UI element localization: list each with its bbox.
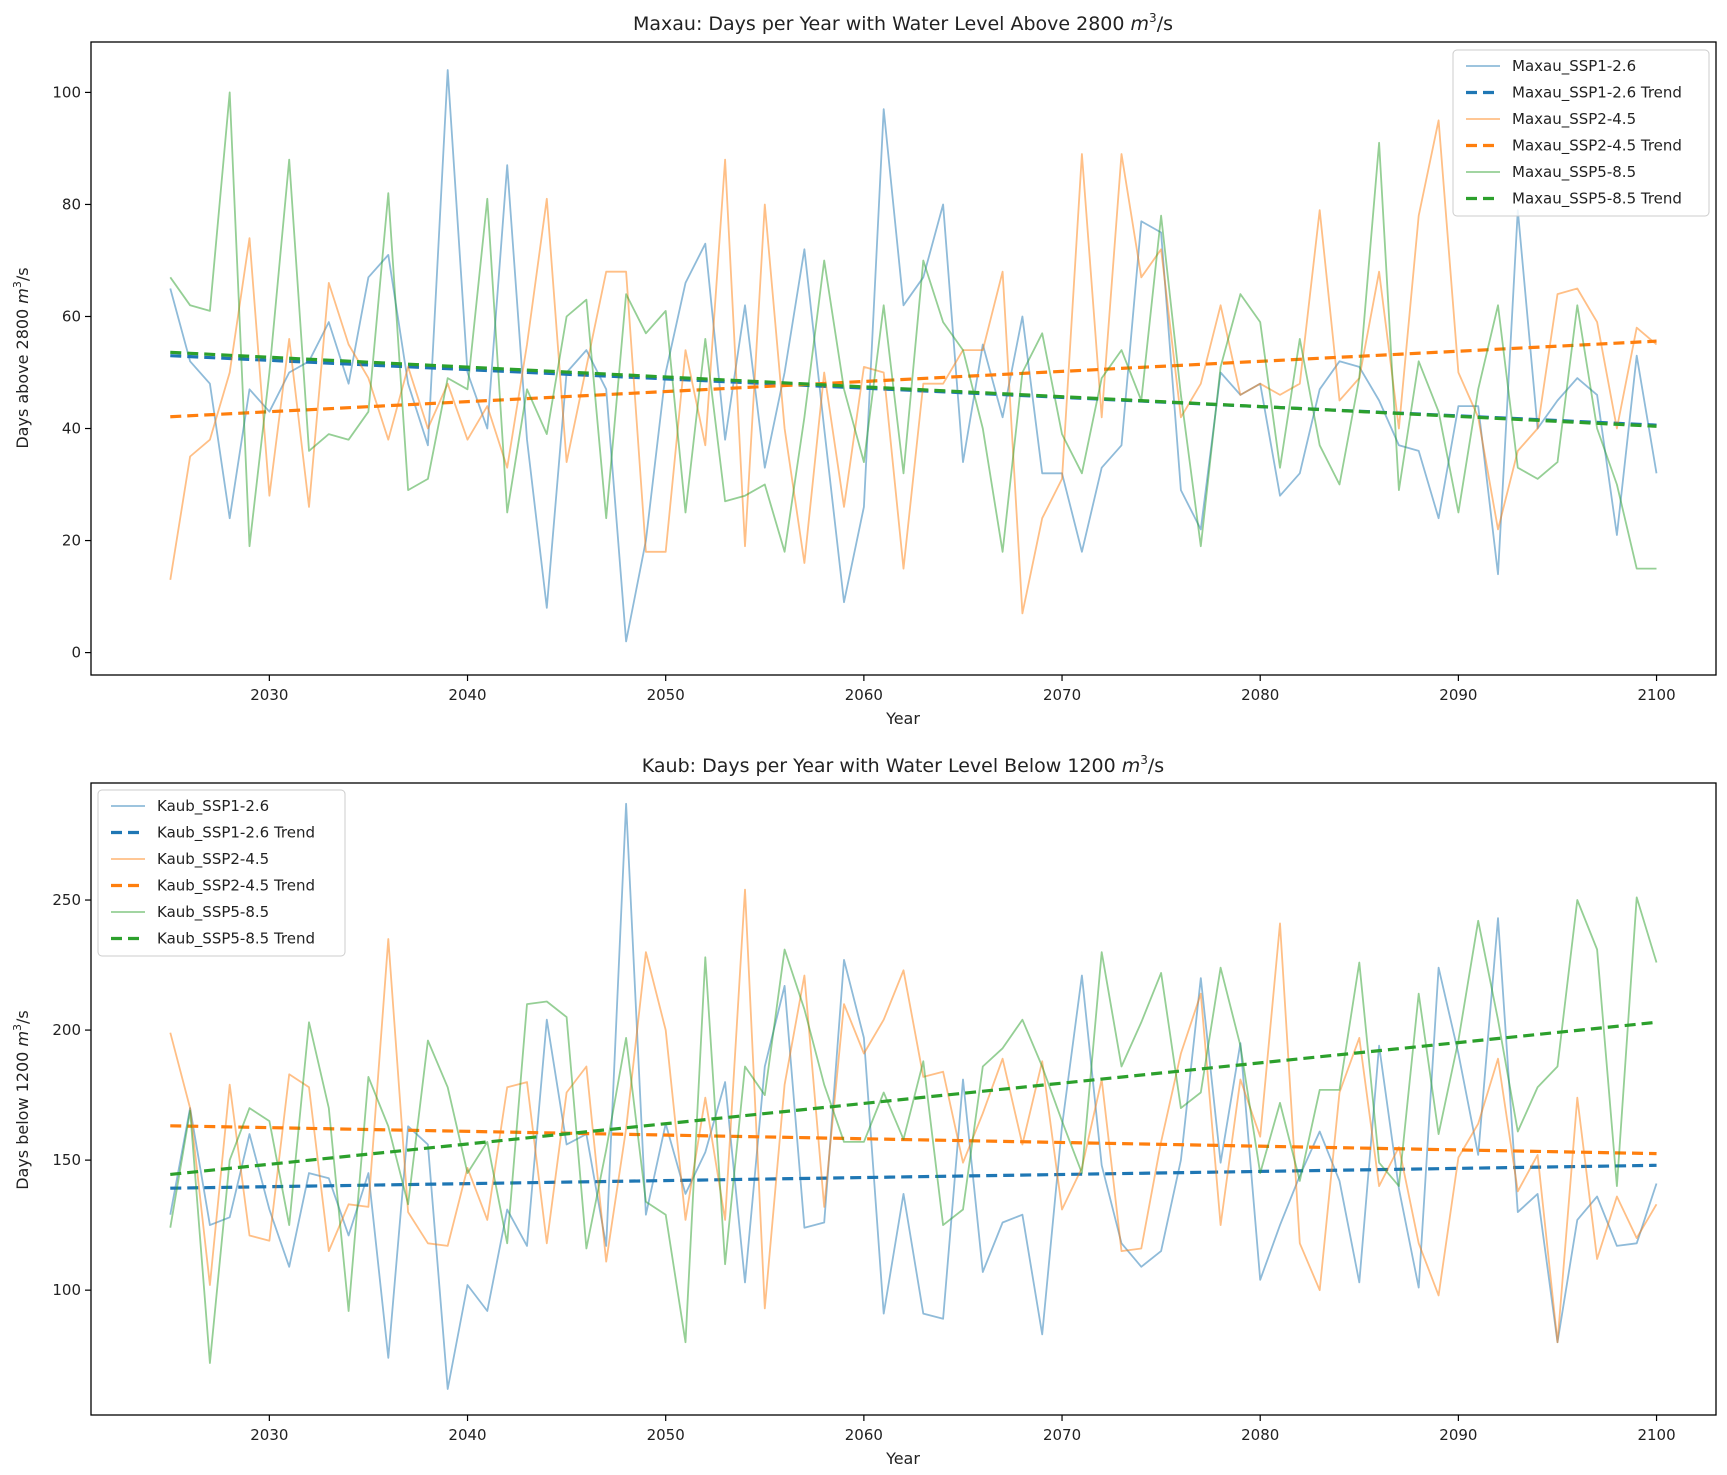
maxau-x-tick-label: 2060	[845, 686, 883, 704]
maxau-y-tick-label: 60	[62, 307, 81, 325]
legend-label-maxau-ssp5-8-5-trend: Maxau_SSP5-8.5 Trend	[1512, 190, 1682, 209]
maxau-y-tick-label: 20	[62, 532, 81, 550]
kaub-plot-frame	[90, 782, 1717, 1416]
maxau-chart-panel: Maxau: Days per Year with Water Level Ab…	[11, 11, 1717, 728]
kaub-legend: Kaub_SSP1-2.6 Kaub_SSP1-2.6 Trend Kaub_SSP…	[97, 789, 346, 957]
maxau-series-layer	[169, 69, 1658, 643]
kaub-x-tick-label: 2040	[448, 1426, 486, 1444]
legend-label-kaub-ssp2-4-5-trend: Kaub_SSP2-4.5 Trend	[157, 877, 315, 896]
kaub-y-axis: 100 150 200 250	[52, 891, 91, 1299]
kaub-ssp2-4-5-trend-line	[170, 1124, 1657, 1156]
kaub-x-tick-label: 2080	[1241, 1426, 1279, 1444]
kaub-ssp1-2-6-line	[169, 802, 1658, 1390]
maxau-chart-title: Maxau: Days per Year with Water Level Ab…	[633, 11, 1173, 35]
maxau-y-tick-label: 80	[62, 195, 81, 213]
kaub-x-tick-label: 2030	[250, 1426, 288, 1444]
kaub-chart-panel: Kaub: Days per Year with Water Level Bel…	[11, 753, 1717, 1468]
legend-label-kaub-ssp1-2-6-trend: Kaub_SSP1-2.6 Trend	[157, 824, 315, 843]
kaub-ssp2-4-5-line	[169, 888, 1658, 1344]
maxau-legend-box	[1452, 49, 1710, 217]
maxau-x-axis-label: Year	[885, 709, 920, 728]
kaub-x-axis-label: Year	[885, 1449, 920, 1468]
legend-label-maxau-ssp5-8-5: Maxau_SSP5-8.5	[1512, 163, 1636, 182]
kaub-y-tick-label: 150	[52, 1151, 81, 1169]
maxau-y-tick-label: 100	[52, 83, 81, 101]
kaub-y-tick-label: 100	[52, 1281, 81, 1299]
kaub-legend-box	[97, 789, 346, 957]
maxau-x-axis: 2030 2040 2050 2060 2070 2080 2090 2100	[250, 675, 1676, 704]
maxau-legend-items: Maxau_SSP1-2.6 Maxau_SSP1-2.6 Trend Maxau_…	[1466, 57, 1682, 209]
maxau-ssp1-2-6-line	[169, 69, 1658, 643]
maxau-x-tick-label: 2050	[647, 686, 685, 704]
kaub-x-tick-label: 2060	[845, 1426, 883, 1444]
legend-label-maxau-ssp1-2-6: Maxau_SSP1-2.6	[1512, 57, 1636, 76]
maxau-y-axis: 0 20 40 60 80 100	[52, 83, 91, 662]
kaub-y-tick-label: 250	[52, 891, 81, 909]
kaub-ssp5-8-5-trend-line	[170, 1020, 1657, 1177]
kaub-x-tick-label: 2070	[1043, 1426, 1081, 1444]
kaub-legend-items: Kaub_SSP1-2.6 Kaub_SSP1-2.6 Trend Kaub_SSP…	[111, 797, 315, 949]
legend-label-kaub-ssp5-8-5-trend: Kaub_SSP5-8.5 Trend	[157, 930, 315, 949]
kaub-ssp1-2-6-trend-line	[170, 1163, 1657, 1190]
maxau-x-tick-label: 2070	[1043, 686, 1081, 704]
maxau-ssp2-4-5-trend-line	[170, 339, 1657, 419]
maxau-y-axis-label: Days above 2800 m3/s	[11, 267, 32, 448]
maxau-legend: Maxau_SSP1-2.6 Maxau_SSP1-2.6 Trend Maxau_…	[1452, 49, 1710, 217]
legend-label-maxau-ssp2-4-5-trend: Maxau_SSP2-4.5 Trend	[1512, 137, 1682, 156]
kaub-series-layer	[169, 802, 1658, 1390]
maxau-plot-frame	[90, 41, 1717, 676]
kaub-chart-title: Kaub: Days per Year with Water Level Bel…	[642, 753, 1164, 777]
kaub-x-tick-label: 2050	[647, 1426, 685, 1444]
kaub-x-tick-label: 2100	[1637, 1426, 1675, 1444]
kaub-x-axis: 2030 2040 2050 2060 2070 2080 2090 2100	[250, 1415, 1676, 1444]
legend-label-kaub-ssp2-4-5: Kaub_SSP2-4.5	[157, 850, 269, 869]
maxau-ssp2-4-5-line	[169, 119, 1658, 615]
legend-label-kaub-ssp1-2-6: Kaub_SSP1-2.6	[157, 797, 269, 816]
kaub-ssp5-8-5-line	[169, 896, 1658, 1364]
maxau-ssp1-2-6-trend-line	[170, 354, 1657, 427]
kaub-x-tick-label: 2090	[1439, 1426, 1477, 1444]
legend-label-kaub-ssp5-8-5: Kaub_SSP5-8.5	[157, 903, 269, 922]
kaub-y-axis-label: Days below 1200 m3/s	[11, 1010, 32, 1190]
maxau-y-tick-label: 0	[71, 644, 81, 662]
maxau-x-tick-label: 2030	[250, 686, 288, 704]
maxau-x-tick-label: 2040	[448, 686, 486, 704]
maxau-x-tick-label: 2080	[1241, 686, 1279, 704]
maxau-x-tick-label: 2090	[1439, 686, 1477, 704]
maxau-y-tick-label: 40	[62, 420, 81, 438]
legend-label-maxau-ssp1-2-6-trend: Maxau_SSP1-2.6 Trend	[1512, 84, 1682, 103]
kaub-y-tick-label: 200	[52, 1021, 81, 1039]
legend-label-maxau-ssp2-4-5: Maxau_SSP2-4.5	[1512, 110, 1636, 129]
maxau-ssp5-8-5-line	[169, 91, 1657, 570]
maxau-x-tick-label: 2100	[1637, 686, 1675, 704]
maxau-ssp5-8-5-trend-line	[170, 350, 1657, 428]
